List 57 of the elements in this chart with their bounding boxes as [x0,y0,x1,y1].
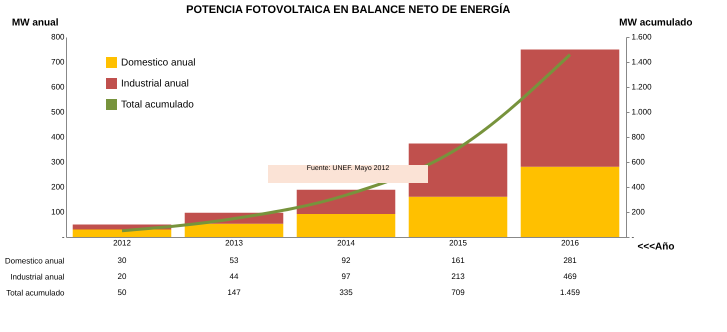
bar [520,50,620,167]
y-tick-label: 300 [51,158,66,166]
data-label: 30 [118,256,127,265]
y2-tick-label: 1.600 [632,32,652,42]
y2-axis-title: MW acumulado [619,18,692,28]
y2-tick-label: 400 [632,182,646,192]
y2-tick-label: 800 [632,132,646,142]
bar [408,144,508,197]
y-tick-label: 400 [51,132,66,142]
data-label: 53 [230,256,239,265]
legend-label: Total acumulado [121,100,194,110]
y2-tick-label: 1.200 [632,82,652,92]
bar [408,196,508,237]
y2-tick-label: 1.000 [632,108,652,116]
y-tick-label: 100 [51,208,66,216]
x-tick-label: 2014 [337,238,356,248]
data-label: 92 [342,256,351,265]
y2-tick-label: 200 [632,208,646,216]
y2-tick-label: - [632,232,634,242]
y-tick-label: 200 [51,182,66,192]
data-label: 335 [339,288,354,297]
data-label: 1.459 [560,288,581,297]
data-label: 469 [563,272,578,281]
bar [520,166,620,237]
y-axis-title: MW anual [12,18,59,28]
line-series [120,53,572,232]
x-tick-label: 2013 [225,238,244,248]
legend-label: Domestico anual [121,58,196,68]
data-label: 281 [563,256,578,265]
x-axis-title: <<<Año [638,242,674,252]
y-tick-label: 700 [51,58,66,66]
bar [296,190,396,214]
x-tick-label: 2015 [449,238,468,248]
y-tick-label: 800 [51,32,66,42]
chart-title: POTENCIA FOTOVOLTAICA EN BALANCE NETO DE ENERGÍA [186,3,510,16]
text: Industrial anual [10,272,64,282]
y-tick-label: - [62,232,65,242]
data-label: 213 [451,272,466,281]
data-label: 161 [451,256,466,265]
data-label: 44 [230,272,239,281]
bar [72,230,172,237]
x-tick-label: 2016 [561,238,580,248]
data-label: 97 [342,272,351,281]
text: Total acumulado [6,288,64,298]
y-tick-label: 600 [51,82,66,92]
data-label: 709 [451,288,466,297]
data-label: 147 [227,288,242,297]
data-label: 20 [118,272,127,281]
y2-tick-label: 600 [632,158,646,166]
bar [296,214,396,237]
legend-label: Industrial anual [121,78,189,90]
data-label: 50 [118,288,127,297]
y-tick-label: 500 [51,108,66,116]
y2-tick-label: 1.400 [632,58,652,66]
x-tick-label: 2012 [113,238,132,248]
text: Domestico anual [4,256,64,266]
bar [184,224,284,237]
